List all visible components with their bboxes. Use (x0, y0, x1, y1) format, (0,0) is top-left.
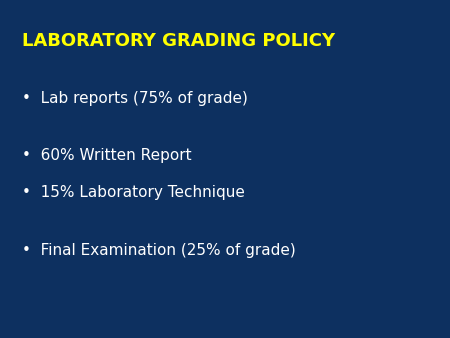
Text: •  15% Laboratory Technique: • 15% Laboratory Technique (22, 185, 245, 200)
Text: LABORATORY GRADING POLICY: LABORATORY GRADING POLICY (22, 31, 336, 50)
Text: •  60% Written Report: • 60% Written Report (22, 148, 192, 163)
Text: •  Lab reports (75% of grade): • Lab reports (75% of grade) (22, 91, 248, 105)
Text: •  Final Examination (25% of grade): • Final Examination (25% of grade) (22, 243, 296, 258)
